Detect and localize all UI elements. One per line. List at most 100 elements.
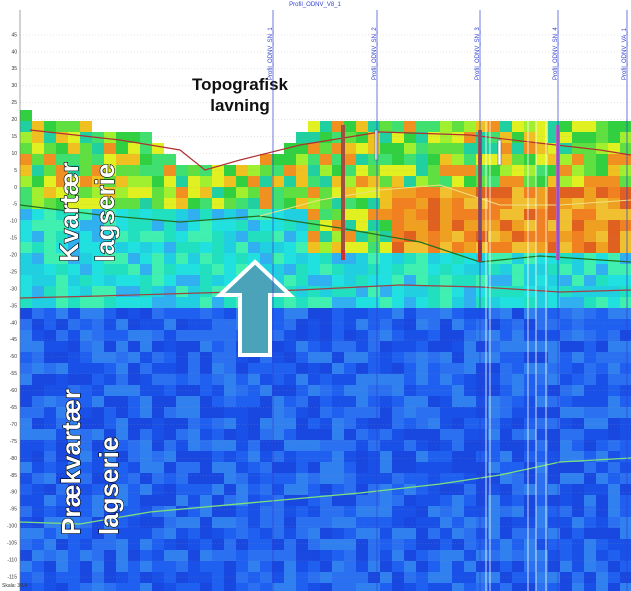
cell [428,473,440,484]
cell [308,440,320,451]
cell [224,528,236,539]
cell [308,132,320,143]
cell [56,330,68,341]
cell [236,253,248,264]
cell [356,396,368,407]
cell [284,154,296,165]
cell [56,176,68,187]
cell [284,473,296,484]
cell [428,572,440,583]
cell [464,440,476,451]
cell [488,539,500,550]
cell [428,418,440,429]
cell [608,319,620,330]
cell [488,297,500,308]
cell [320,352,332,363]
cell [560,220,572,231]
cell [92,242,104,253]
cell [44,242,56,253]
cell [188,440,200,451]
cell [536,440,548,451]
cell [116,561,128,572]
cell [560,374,572,385]
cell [260,451,272,462]
cell [68,187,80,198]
cell [140,539,152,550]
cell [176,330,188,341]
cell [212,385,224,396]
cell [536,242,548,253]
cell [572,385,584,396]
cell [188,462,200,473]
cell [92,583,104,591]
cell [68,506,80,517]
cell [356,297,368,308]
cell [116,253,128,264]
cell [56,121,68,132]
cell [236,352,248,363]
cell [296,561,308,572]
cell [440,374,452,385]
cell [308,264,320,275]
cell [308,429,320,440]
cell [140,187,152,198]
cell [452,154,464,165]
cell [476,275,488,286]
cell [212,451,224,462]
cell [332,154,344,165]
cell [560,363,572,374]
cell [572,231,584,242]
cell [116,176,128,187]
cell [512,143,524,154]
cell [116,143,128,154]
cell [104,253,116,264]
cell [260,484,272,495]
cell [296,374,308,385]
cell [68,561,80,572]
cell [620,242,631,253]
cell [320,484,332,495]
cell [164,440,176,451]
cell [152,154,164,165]
cell [140,330,152,341]
cell [272,440,284,451]
cell [296,231,308,242]
cell [500,374,512,385]
cell [524,242,536,253]
cell [356,132,368,143]
cell [188,352,200,363]
cell [608,506,620,517]
cell [344,429,356,440]
cell [512,132,524,143]
cell [224,308,236,319]
y-tick-label: 25 [11,100,17,106]
cell [236,187,248,198]
cell [188,220,200,231]
cell [224,418,236,429]
cell [176,583,188,591]
cell [392,429,404,440]
cell [296,385,308,396]
cell [224,176,236,187]
cell [620,550,631,561]
cell [296,451,308,462]
cell [56,363,68,374]
cell [92,297,104,308]
cell [620,583,631,591]
cell [236,407,248,418]
cell [308,297,320,308]
cell [512,297,524,308]
cell [500,198,512,209]
cell [32,330,44,341]
cell [428,583,440,591]
cell [116,209,128,220]
cell [332,242,344,253]
cell [116,550,128,561]
cell [536,550,548,561]
cell [44,396,56,407]
cell [80,462,92,473]
cell [536,561,548,572]
cell [344,451,356,462]
cell [428,462,440,473]
cell [380,286,392,297]
